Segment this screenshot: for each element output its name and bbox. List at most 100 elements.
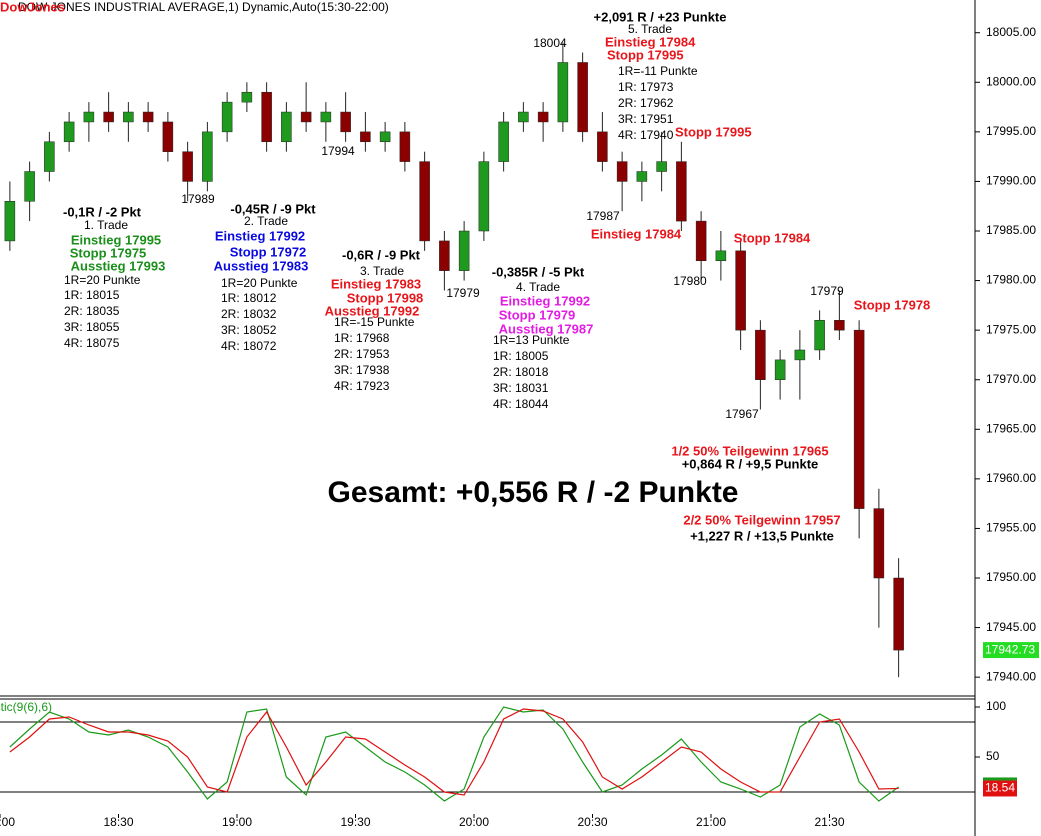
y-tick-label: 18005.00 [986,25,1036,39]
candle-body [281,111,292,143]
annotation: 17979 [810,284,844,298]
annotation: -0,45R / -9 Pkt [230,201,316,216]
annotation: 1R: 18005 [493,349,549,363]
annotation: 1R=-11 Punkte [618,64,698,78]
annotation: Einstieg 17984 [605,34,696,49]
annotation: Stopp 17978 [854,297,931,312]
annotation: 3R: 17938 [334,363,390,377]
y-tick-label: 17995.00 [986,124,1036,138]
last-value-label: 18.54 [985,781,1015,795]
annotation: 1R=20 Punkte [221,276,298,290]
candle-body [221,101,233,133]
candle-body [4,201,16,242]
annotation: 2. Trade [244,214,288,228]
candle-body [853,329,865,509]
annotation: -0,385R / -5 Pkt [492,264,585,279]
chart-subtitle: DowJones [0,0,65,14]
annotation: Stopp 17984 [734,230,811,245]
candle-body [794,349,806,361]
y-tick-label: 17970.00 [986,372,1036,386]
annotation: +0,864 R / +9,5 Punkte [682,456,819,471]
annotation: Einstieg 17983 [331,276,421,291]
candle-body [320,111,332,123]
annotation: 4R: 17940 [618,128,674,142]
annotation: Stopp 17972 [230,244,307,259]
candle-body [261,91,272,143]
x-tick-label: 20:30 [577,815,607,829]
y-tick-label: 17980.00 [986,273,1036,287]
candle-body [735,250,746,331]
candle-body [241,91,253,103]
annotation: 2R: 17953 [334,347,390,361]
annotation: 4. Trade [516,280,560,294]
annotation: Stopp 17979 [499,307,576,322]
annotation: 2/2 50% Teilgewinn 17957 [683,512,840,527]
annotation: 4R: 18075 [64,336,120,350]
y-tick-label: 100 [986,699,1006,713]
annotation: 4R: 18072 [221,339,277,353]
annotation: 3R: 18031 [493,381,549,395]
annotation: Stopp 17975 [70,245,147,260]
candle-body [597,131,608,162]
y-tick-label: 17965.00 [986,421,1036,435]
annotation: Ausstieg 17992 [325,303,420,318]
candle-body [577,62,588,133]
candle-body [24,171,35,202]
annotation: 17967 [725,407,759,421]
x-tick-label: 21:00 [696,815,726,829]
annotation: Ausstieg 17993 [71,258,166,273]
indicator-title: Stochastic(9(6),6) [0,700,52,714]
last-value-edge [983,777,1017,781]
annotation: 4R: 18044 [493,397,549,411]
annotation: 17979 [446,286,480,300]
y-tick-label: 18000.00 [986,74,1036,88]
annotation: 1R: 17973 [618,80,674,94]
annotation: Stopp 17995 [607,47,684,62]
annotation: +1,227 R / +13,5 Punkte [690,528,834,543]
candle-body [44,141,55,172]
annotation: 2R: 18035 [64,304,120,318]
annotation: 1. Trade [84,218,128,232]
annotation: 1R: 17968 [334,331,390,345]
candle-body [399,131,411,162]
x-tick-label: 19:00 [222,815,252,829]
annotation: Ausstieg 17983 [214,258,309,273]
candle-body [83,111,95,123]
annotation: 2R: 18032 [221,307,277,321]
y-tick-label: 17950.00 [986,570,1036,584]
annotation: 2R: 17962 [618,96,674,110]
candle-body [300,111,312,123]
annotation: +2,091 R / +23 Punkte [594,9,727,24]
y-tick-label: 17975.00 [986,322,1036,336]
candle-body [379,131,391,143]
candle-body [814,319,825,351]
x-tick-label: 21:30 [814,815,844,829]
candle-body [676,161,687,222]
candle-body [458,230,470,271]
annotation: 1/2 50% Teilgewinn 17965 [671,443,828,458]
annotation: 17980 [673,274,707,288]
annotation: 3. Trade [360,264,404,278]
candle-body [103,111,114,123]
annotation: 1R: 18012 [221,291,277,305]
annotation: 3R: 18052 [221,323,277,337]
last-value-box [983,780,1017,797]
candle-body [419,161,430,242]
candle-body [695,220,707,261]
last-price-label: 17942.73 [985,642,1035,656]
annotation: 17994 [321,144,355,158]
annotation: 5. Trade [628,22,672,36]
y-tick-label: 17985.00 [986,223,1036,237]
candle-body [142,111,154,123]
x-tick-label: 19:30 [340,815,370,829]
candle-body [557,62,569,123]
candle-body [636,171,648,182]
annotation: 3R: 18055 [64,320,120,334]
annotation: -0,1R / -2 Pkt [63,204,142,219]
candle-body [774,359,786,380]
candle-body [537,111,549,123]
candle-body [182,151,193,182]
annotation: 17989 [181,192,215,206]
annotation: Ausstieg 17987 [499,321,594,336]
annotation: 1R: 18015 [64,288,120,302]
